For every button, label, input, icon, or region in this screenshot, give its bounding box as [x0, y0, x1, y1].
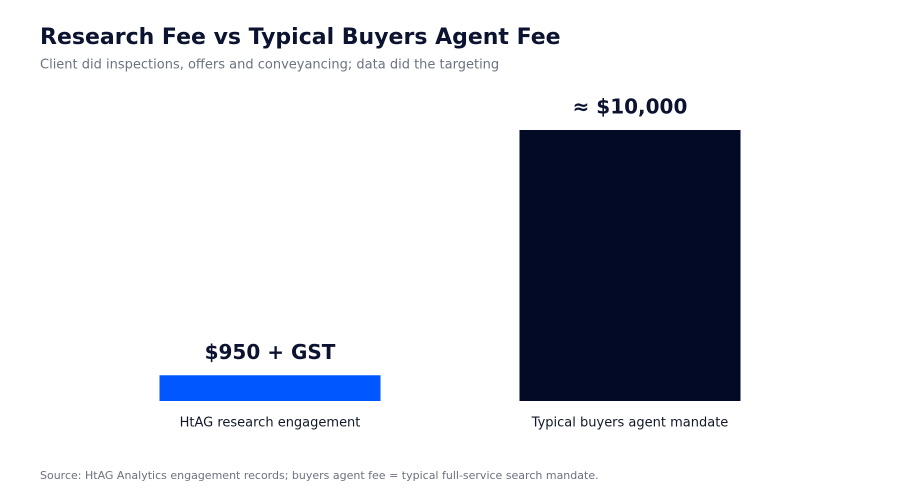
chart-subtitle: Client did inspections, offers and conve…: [40, 58, 499, 73]
source-note: Source: HtAG Analytics engagement record…: [40, 469, 599, 482]
bar: [519, 130, 741, 401]
bar: [159, 375, 381, 401]
value-label: ≈ $10,000: [573, 95, 688, 119]
chart-title: Research Fee vs Typical Buyers Agent Fee: [40, 25, 561, 50]
category-label: Typical buyers agent mandate: [531, 416, 729, 431]
value-label: $950 + GST: [205, 340, 336, 364]
category-label: HtAG research engagement: [180, 416, 361, 431]
